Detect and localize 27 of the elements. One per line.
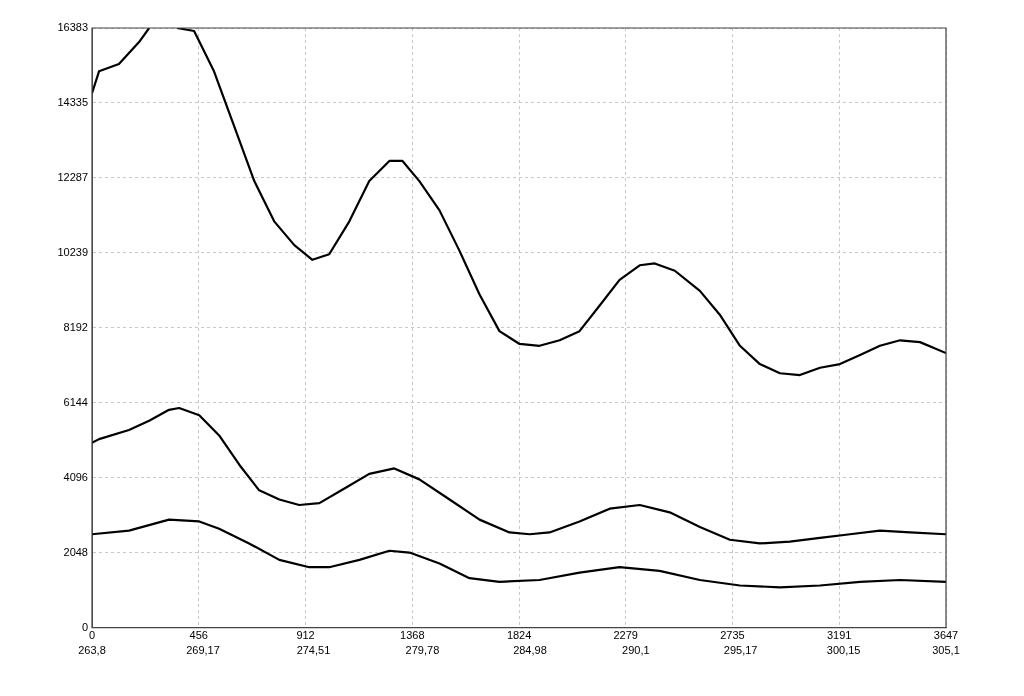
x2-tick-label: 269,17 [186, 644, 220, 657]
x2-tick-label: 295,17 [723, 644, 758, 657]
x-tick-label: 1368 [400, 629, 425, 642]
x2-tick-label: 300,15 [826, 644, 861, 657]
y-tick-label: 4096 [63, 470, 88, 483]
y-tick-label: 12287 [57, 170, 88, 183]
y-tick-label: 0 [81, 620, 88, 633]
x2-tick-label: 274,51 [296, 644, 331, 657]
x2-tick-label: 284,98 [513, 644, 547, 657]
x2-tick-label: 290,1 [622, 644, 650, 657]
y-tick-label: 8192 [63, 320, 88, 333]
x2-tick-label: 279,78 [405, 644, 440, 657]
x-tick-label: 0 [88, 629, 96, 642]
y-tick-label: 16383 [57, 21, 88, 34]
y-tick-label: 14335 [57, 95, 88, 108]
x2-tick-label: 305,1 [932, 644, 960, 657]
x-tick-label: 3647 [933, 629, 959, 642]
x-tick-label: 2279 [613, 629, 638, 642]
x2-tick-label: 263,8 [78, 644, 106, 657]
y-tick-label: 10239 [57, 245, 88, 258]
x-tick-label: 1824 [506, 629, 532, 642]
y-tick-label: 2048 [63, 545, 88, 558]
y-tick-label: 6144 [63, 395, 88, 408]
x-tick-label: 2735 [720, 629, 745, 642]
x-tick-label: 3191 [826, 629, 852, 642]
x-tick-label: 456 [189, 629, 208, 642]
x-tick-label: 912 [296, 629, 315, 642]
